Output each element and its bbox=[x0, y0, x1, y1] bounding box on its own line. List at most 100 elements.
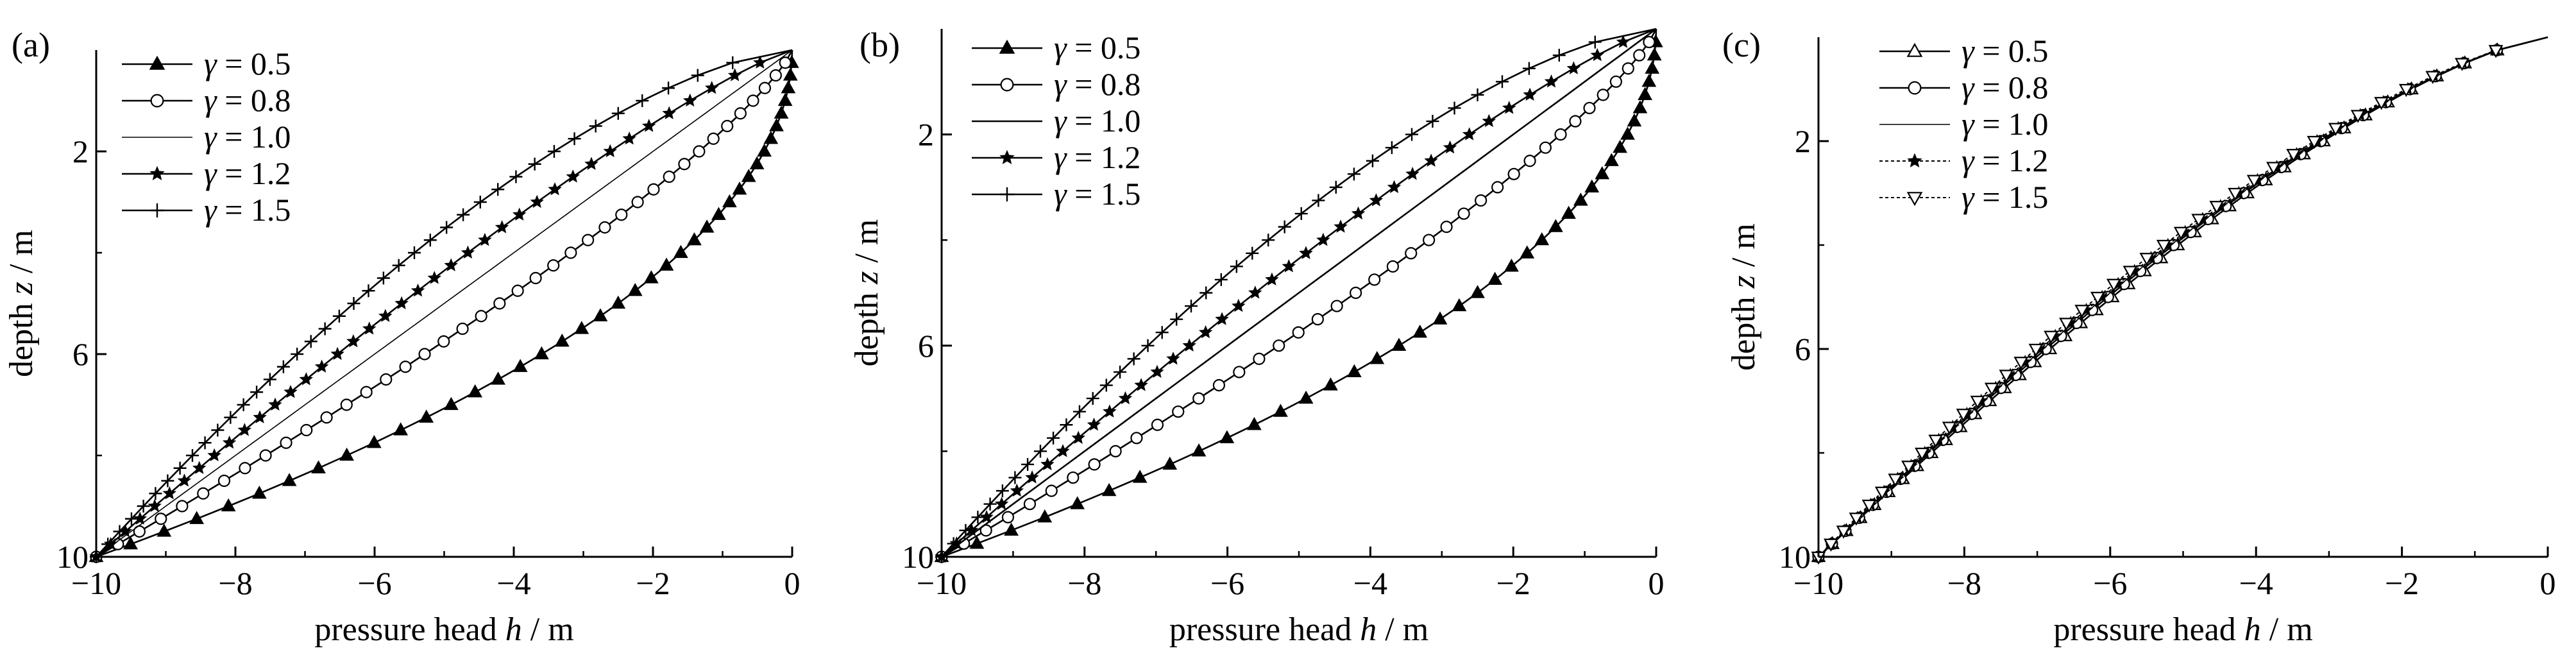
data-point bbox=[161, 474, 174, 488]
data-point bbox=[1185, 300, 1198, 313]
data-point bbox=[1099, 378, 1113, 392]
data-point bbox=[1212, 378, 1226, 392]
legend-marker bbox=[1000, 78, 1014, 92]
data-point bbox=[378, 309, 393, 322]
panel-2: −10 −8 −6 −4 −2 0 2 6 10 pressure head h / m depth… bbox=[849, 26, 1665, 648]
data-point bbox=[495, 220, 509, 234]
data-point bbox=[1597, 89, 1609, 101]
curves bbox=[934, 28, 1663, 563]
data-point bbox=[377, 271, 390, 285]
legend-entry: γ = 0.8 bbox=[1879, 69, 2048, 105]
data-point bbox=[1103, 404, 1117, 418]
x-tick-label: 0 bbox=[784, 565, 801, 601]
data-point bbox=[711, 207, 726, 220]
x-axis-label: pressure head h / m bbox=[1169, 611, 1428, 648]
data-point bbox=[1215, 312, 1229, 325]
data-point bbox=[722, 194, 737, 208]
data-point bbox=[769, 69, 782, 82]
data-point bbox=[419, 409, 434, 423]
legend-marker bbox=[150, 203, 164, 217]
legend-entry: γ = 1.0 bbox=[972, 103, 1140, 139]
x-tick-label: −2 bbox=[2385, 565, 2419, 601]
data-point bbox=[1502, 101, 1516, 114]
data-point bbox=[311, 460, 326, 473]
data-point bbox=[511, 284, 524, 297]
data-point bbox=[959, 523, 972, 537]
data-point bbox=[148, 498, 162, 513]
data-point bbox=[217, 474, 231, 488]
data-point bbox=[1861, 499, 1877, 513]
data-point bbox=[781, 80, 796, 94]
data-point bbox=[1134, 378, 1148, 391]
x-tick-label: −8 bbox=[218, 565, 252, 601]
data-point bbox=[636, 94, 649, 107]
data-point bbox=[332, 309, 346, 323]
data-point bbox=[491, 371, 505, 385]
data-point bbox=[1647, 47, 1662, 61]
legend-label: γ = 0.8 bbox=[1962, 69, 2048, 105]
data-point bbox=[547, 145, 561, 158]
data-point bbox=[2425, 71, 2441, 85]
data-point bbox=[1874, 486, 1890, 500]
data-point bbox=[763, 130, 779, 144]
data-point bbox=[643, 270, 659, 284]
data-point bbox=[1273, 339, 1285, 352]
data-point bbox=[162, 486, 177, 500]
data-point bbox=[1323, 377, 1338, 391]
data-point bbox=[1071, 430, 1085, 444]
data-point bbox=[1482, 114, 1496, 128]
data-point bbox=[732, 181, 747, 195]
data-point bbox=[418, 348, 431, 361]
data-point bbox=[1369, 351, 1385, 364]
data-point bbox=[1070, 496, 1085, 509]
panel-label: (b) bbox=[860, 26, 900, 64]
data-point bbox=[1232, 298, 1246, 312]
curves bbox=[1811, 36, 2548, 565]
legend-label: γ = 0.5 bbox=[1054, 30, 1140, 65]
data-point bbox=[631, 196, 644, 208]
data-point bbox=[276, 360, 290, 373]
data-point bbox=[1638, 87, 1652, 100]
series-gamma-1 bbox=[1818, 37, 2548, 557]
series-gamma-0-5 bbox=[1811, 36, 2548, 563]
y-tick-label: 10 bbox=[1779, 539, 1811, 575]
data-point bbox=[1191, 443, 1207, 457]
data-point bbox=[176, 500, 189, 513]
data-point bbox=[1452, 298, 1467, 312]
data-point bbox=[777, 92, 793, 106]
data-point bbox=[1645, 60, 1660, 74]
series-line bbox=[1818, 37, 2548, 557]
data-point bbox=[1539, 141, 1552, 154]
data-point bbox=[475, 310, 487, 323]
data-point bbox=[380, 373, 393, 386]
data-point bbox=[1008, 471, 1022, 484]
data-point bbox=[1132, 470, 1148, 483]
data-point bbox=[691, 69, 704, 82]
data-point bbox=[1440, 221, 1453, 234]
data-point bbox=[2013, 357, 2029, 370]
y-axis-label: depth z / m bbox=[849, 219, 885, 367]
data-point bbox=[2074, 305, 2090, 318]
data-point bbox=[177, 473, 192, 487]
legend-marker bbox=[1908, 81, 1922, 95]
series-gamma-1-2 bbox=[935, 28, 1657, 563]
data-point bbox=[1641, 74, 1657, 87]
panel-1: −10 −8 −6 −4 −2 0 2 6 10 pressure head h / m depth… bbox=[3, 26, 801, 648]
legend: γ = 0.5γ = 0.8γ = 1.0γ = 1.2γ = 1.5 bbox=[972, 30, 1140, 212]
data-point bbox=[1849, 513, 1864, 526]
legend-entry: γ = 1.5 bbox=[1879, 179, 2048, 215]
series-line bbox=[96, 49, 793, 557]
data-point bbox=[155, 513, 167, 525]
data-point bbox=[192, 461, 207, 474]
data-point bbox=[1246, 246, 1259, 260]
data-point bbox=[2059, 318, 2074, 331]
x-axis-label: pressure head h / m bbox=[2053, 611, 2312, 648]
legend-marker bbox=[149, 55, 165, 70]
data-point bbox=[207, 448, 221, 462]
legend-label: γ = 1.2 bbox=[1962, 142, 2048, 178]
data-point bbox=[971, 511, 985, 524]
y-tick-label: 10 bbox=[56, 539, 89, 575]
y-tick-label: 10 bbox=[902, 539, 934, 575]
legend-marker bbox=[150, 94, 164, 108]
data-point bbox=[1522, 62, 1536, 75]
